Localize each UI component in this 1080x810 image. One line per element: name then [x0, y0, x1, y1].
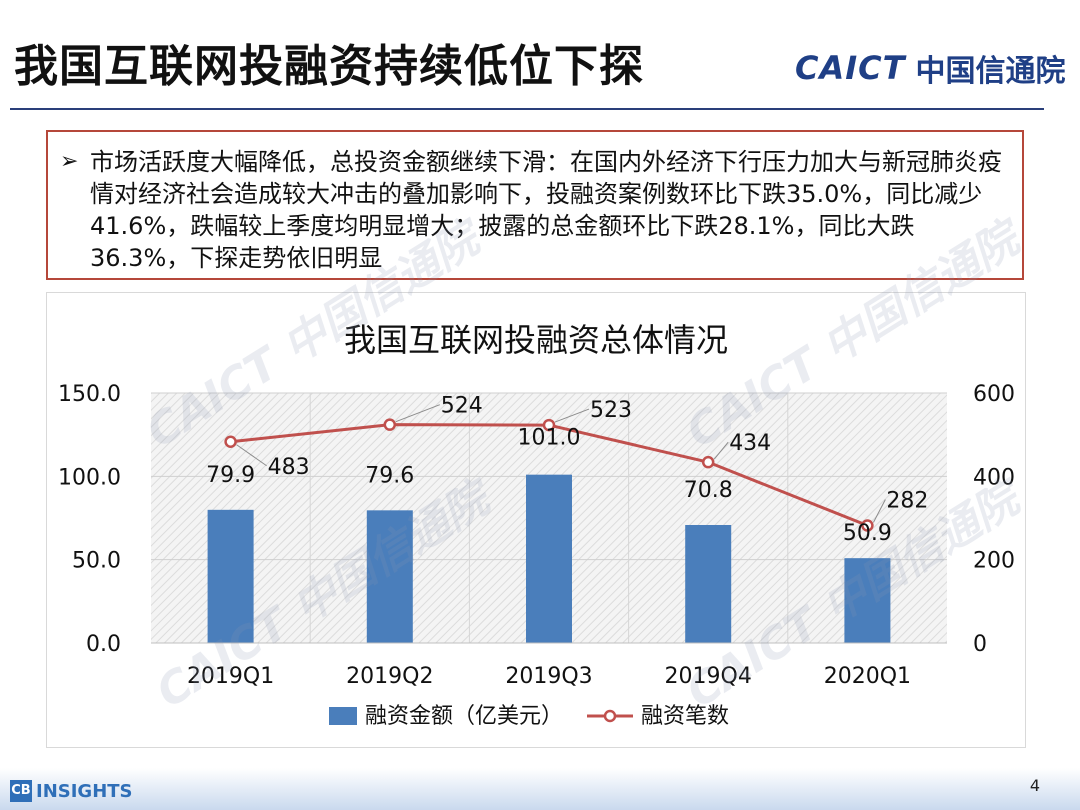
- line-point: [224, 435, 237, 448]
- x-tick-label: 2019Q4: [665, 664, 752, 689]
- caict-logo: CAICT 中国信通院: [795, 47, 1065, 89]
- x-tick-label: 2019Q3: [505, 664, 592, 689]
- x-tick-label: 2020Q1: [824, 664, 911, 689]
- logo-mark: CAICT: [795, 49, 906, 87]
- bar-data-label: 79.9: [206, 463, 255, 488]
- leader-line: [554, 408, 590, 423]
- y-right-tick-label: 0: [973, 632, 987, 657]
- line-data-label: 523: [590, 398, 632, 423]
- cb-logo-mark: CB: [10, 780, 32, 802]
- leader-line: [713, 441, 729, 460]
- x-tick-label: 2019Q2: [346, 664, 433, 689]
- leader-line: [236, 444, 267, 467]
- line-point: [861, 519, 874, 532]
- leader-line: [395, 404, 440, 423]
- legend-label: 融资笔数: [641, 704, 729, 729]
- line-point: [383, 418, 397, 431]
- cb-insights-logo: CB INSIGHTS: [10, 778, 133, 804]
- y-left-tick-label: 50.0: [72, 549, 121, 574]
- footer-band: [0, 768, 1080, 810]
- bar-data-label: 101.0: [518, 426, 581, 451]
- line-point: [701, 455, 715, 469]
- bar-data-label: 50.9: [843, 521, 892, 546]
- bar: [685, 525, 732, 643]
- y-left-tick-label: 100.0: [58, 465, 121, 490]
- bar-data-label: 79.6: [365, 463, 414, 488]
- bar: [207, 509, 254, 643]
- chart-panel: 我国互联网投融资总体情况 79.9 79.6 101.0 70.8 50.9 483 524…: [46, 292, 1026, 748]
- x-tick-label: 2019Q1: [187, 664, 274, 689]
- legend-marker: [603, 709, 617, 723]
- page-title: 我国互联网投融资持续低位下探: [14, 41, 644, 92]
- bar: [844, 558, 891, 643]
- y-right-tick-label: 200: [973, 549, 1015, 574]
- leader-line: [872, 499, 886, 523]
- line-data-label: 483: [268, 455, 310, 480]
- bar: [526, 474, 572, 643]
- summary-text: 市场活跃度大幅降低，总投资金额继续下滑：在国内外经济下行压力加大与新冠肺炎疫情对…: [90, 148, 1002, 272]
- line-data-label: 524: [441, 394, 483, 419]
- chart-title: 我国互联网投融资总体情况: [344, 321, 728, 359]
- line-data-label: 282: [886, 489, 928, 514]
- page-number: 4: [1029, 776, 1040, 795]
- y-left-tick-label: 0.0: [86, 632, 121, 657]
- y-left-tick-label: 150.0: [58, 382, 121, 407]
- legend-label: 融资金额（亿美元）: [365, 704, 563, 729]
- cb-logo-text: INSIGHTS: [36, 780, 133, 802]
- combo-chart: 我国互联网投融资总体情况 79.9 79.6 101.0 70.8 50.9 483 524…: [58, 321, 1015, 729]
- line-data-label: 434: [729, 431, 771, 456]
- y-right-tick-label: 600: [973, 382, 1015, 407]
- y-right-tick-label: 400: [973, 465, 1015, 490]
- summary-box: ➢ 市场活跃度大幅降低，总投资金额继续下滑：在国内外经济下行压力加大与新冠肺炎疫…: [46, 130, 1024, 280]
- line-point: [542, 418, 556, 432]
- title-divider: [10, 108, 1044, 110]
- legend-swatch-bar: [329, 707, 357, 725]
- bar-data-label: 70.8: [684, 478, 733, 503]
- bullet-arrow-icon: ➢: [60, 149, 79, 174]
- logo-cn-name: 中国信通院: [915, 54, 1066, 89]
- bar: [366, 510, 413, 643]
- summary-bullet: ➢ 市场活跃度大幅降低，总投资金额继续下滑：在国内外经济下行压力加大与新冠肺炎疫…: [60, 146, 1010, 274]
